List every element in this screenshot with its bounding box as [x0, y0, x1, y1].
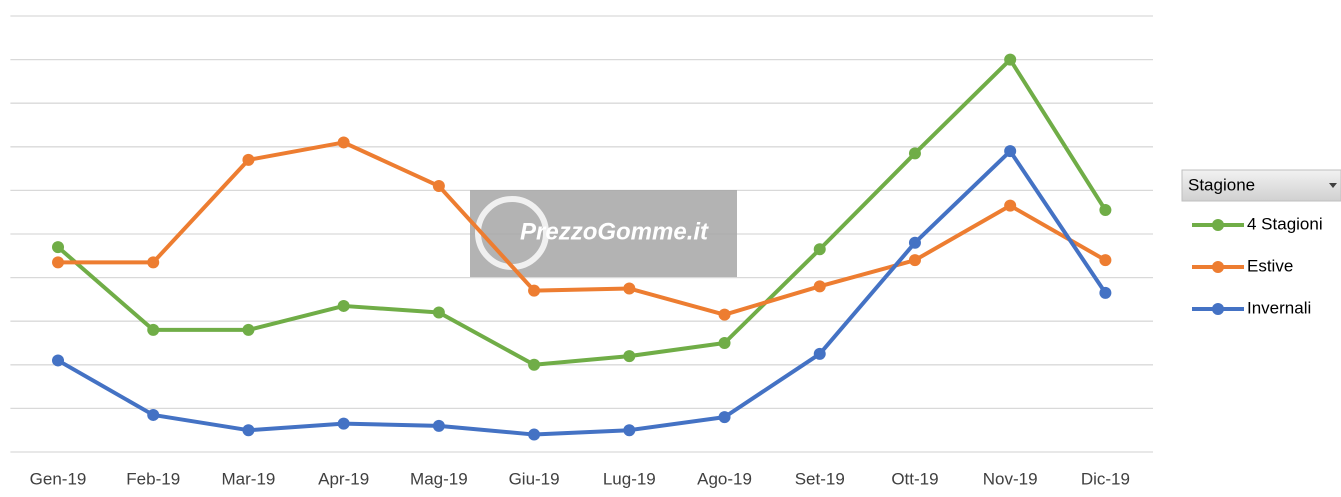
x-tick-label: Lug-19: [603, 469, 656, 488]
point: [1004, 199, 1017, 212]
point: [1004, 53, 1017, 66]
point: [623, 350, 636, 363]
point: [52, 241, 65, 254]
point: [718, 411, 731, 424]
legend-label: Invernali: [1247, 298, 1311, 317]
x-tick-label: Mag-19: [410, 469, 468, 488]
legend-items: 4 Stagioni Estive Invernali: [1192, 214, 1323, 317]
x-tick-label: Giu-19: [509, 469, 560, 488]
point: [1099, 204, 1112, 217]
x-tick-label: Set-19: [795, 469, 845, 488]
point: [1004, 145, 1017, 158]
x-tick-label: Ago-19: [697, 469, 752, 488]
point: [718, 308, 731, 321]
point: [242, 424, 255, 437]
point: [337, 299, 350, 312]
watermark-box: [470, 190, 737, 277]
point: [242, 323, 255, 336]
point: [1099, 286, 1112, 299]
point: [242, 153, 255, 166]
x-tick-label: Nov-19: [983, 469, 1038, 488]
point: [908, 147, 921, 160]
point: [337, 417, 350, 430]
point: [908, 236, 921, 249]
point: [718, 337, 731, 349]
legend-title: Stagione: [1188, 175, 1255, 194]
point: [813, 280, 826, 293]
legend-label: Estive: [1247, 256, 1293, 275]
watermark-text: PrezzoGomme.it: [520, 218, 709, 245]
x-tick-label: Feb-19: [126, 469, 180, 488]
watermark: PrezzoGomme.it: [470, 190, 737, 277]
point: [623, 424, 636, 437]
point: [147, 323, 160, 336]
legend-header[interactable]: [1181, 169, 1341, 202]
series-line: [58, 140, 1107, 317]
point: [623, 282, 636, 295]
point: [432, 419, 445, 432]
point: [528, 284, 541, 297]
legend-marker: [1212, 219, 1224, 231]
legend-marker: [1212, 261, 1224, 273]
point: [432, 180, 445, 193]
x-tick-label: Ott-19: [891, 469, 938, 488]
point: [147, 256, 160, 269]
series-line: [56, 57, 1108, 367]
series-line: [57, 149, 1108, 437]
point: [52, 354, 65, 367]
point: [147, 408, 160, 421]
x-tick-label: Gen-19: [30, 469, 87, 488]
point: [528, 428, 541, 441]
point: [52, 256, 65, 269]
x-tick-label: Mar-19: [222, 469, 276, 488]
legend-marker: [1212, 303, 1224, 315]
dropdown-arrow[interactable]: [1329, 183, 1337, 188]
legend-label: 4 Stagioni: [1247, 214, 1323, 233]
point: [813, 347, 826, 360]
point: [528, 358, 541, 371]
legend: Stagione 4 Stagioni Estive Invernali: [1181, 169, 1341, 317]
point: [813, 243, 826, 256]
x-tick-label: Dic-19: [1081, 469, 1130, 488]
point: [1099, 254, 1112, 267]
x-tick-label: Apr-19: [318, 469, 369, 488]
point: [908, 254, 921, 267]
point: [432, 306, 445, 319]
point: [337, 136, 350, 149]
plot: Gen-19 Feb-19 Mar-19 Apr-19 Mag-19 Giu-19 Lug-…: [30, 53, 1130, 488]
